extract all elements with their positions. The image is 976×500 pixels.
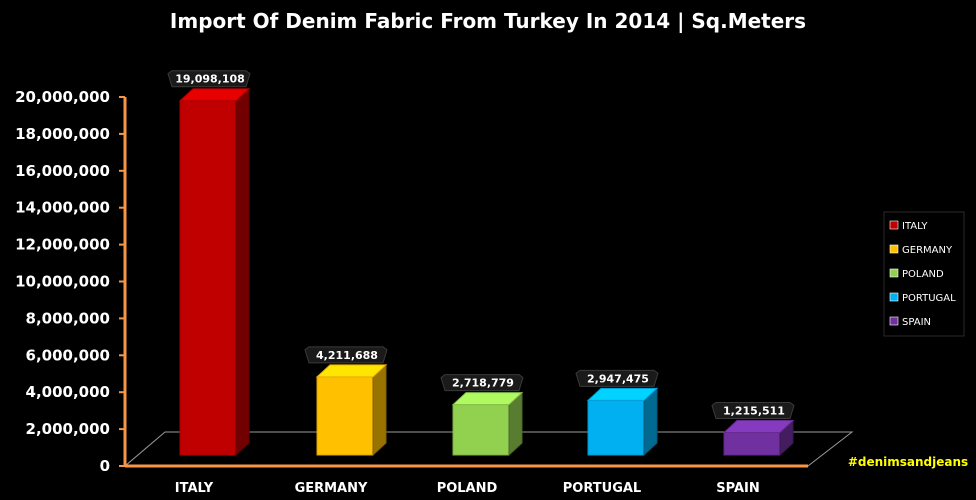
- y-tick-label: 4,000,000: [26, 383, 110, 401]
- legend-entry-germany: GERMANY: [889, 244, 953, 256]
- chart-title: Import Of Denim Fabric From Turkey In 20…: [170, 9, 806, 33]
- bar-top: [178, 88, 251, 102]
- y-tick-labels: 0 2,000,000 4,000,000 6,000,000 8,000,000 10,…: [15, 88, 110, 475]
- bar-top: [586, 387, 659, 401]
- x-tick-label: ITALY: [175, 481, 214, 496]
- y-tick-label: 0: [100, 457, 110, 475]
- data-label: 19,098,108: [167, 70, 251, 88]
- x-tick-label: SPAIN: [716, 481, 759, 496]
- data-label-text: 19,098,108: [175, 73, 245, 86]
- bar-front: [723, 431, 781, 456]
- y-tick-label: 14,000,000: [15, 199, 110, 217]
- data-label-text: 2,947,475: [587, 372, 649, 385]
- bar-germany: [315, 363, 388, 457]
- legend-swatch: [889, 316, 899, 326]
- legend-entry-poland: POLAND: [889, 268, 944, 280]
- data-labels: 19,098,108 4,211,688 2,718,779 2,947,475 1,2…: [167, 70, 795, 419]
- y-tick-label: 18,000,000: [15, 125, 110, 143]
- data-label-box: [711, 401, 795, 419]
- bar-side: [235, 87, 250, 457]
- x-tick-label: PORTUGAL: [563, 481, 641, 496]
- legend-entry-portugal: PORTUGAL: [889, 292, 956, 304]
- bar-poland: [451, 391, 524, 457]
- x-tick-label: POLAND: [437, 481, 498, 496]
- bar-top: [722, 419, 795, 433]
- y-tick-label: 8,000,000: [26, 309, 110, 327]
- data-label-box: [575, 369, 659, 387]
- bar-front: [316, 376, 374, 456]
- data-label: 1,215,511: [711, 401, 795, 419]
- bar-front: [452, 404, 510, 456]
- y-tick-label: 6,000,000: [26, 346, 110, 364]
- y-axis: [119, 96, 127, 467]
- bar-top: [451, 392, 524, 406]
- bar-side: [372, 363, 387, 457]
- legend-entry-spain: SPAIN: [889, 316, 931, 328]
- legend-label: GERMANY: [902, 245, 953, 256]
- legend: ITALY GERMANY POLAND PORTUGAL SPAIN: [883, 211, 965, 337]
- data-label-box: [440, 374, 524, 392]
- watermark: #denimsandjeans: [848, 455, 968, 469]
- bar-top: [315, 364, 388, 378]
- bar-portugal: [586, 387, 659, 457]
- bar-front: [179, 100, 237, 456]
- legend-swatch: [889, 244, 899, 254]
- data-label-box: [304, 346, 388, 364]
- x-tick-labels: ITALY GERMANY POLAND PORTUGAL SPAIN: [175, 481, 760, 496]
- data-label-text: 2,718,779: [452, 377, 514, 390]
- y-tick-label: 16,000,000: [15, 162, 110, 180]
- bar-spain: [722, 419, 795, 457]
- legend-label: POLAND: [902, 269, 944, 280]
- bar-front: [587, 399, 645, 456]
- data-label: 4,211,688: [304, 346, 388, 364]
- bar-italy: [178, 87, 251, 457]
- y-tick-label: 20,000,000: [15, 88, 110, 106]
- legend-swatch: [889, 292, 899, 302]
- legend-swatch: [889, 220, 899, 230]
- y-tick-label: 2,000,000: [26, 420, 110, 438]
- data-label-text: 4,211,688: [316, 349, 378, 362]
- y-tick-label: 12,000,000: [15, 236, 110, 254]
- legend-label: SPAIN: [902, 317, 931, 328]
- legend-swatch: [889, 268, 899, 278]
- legend-label: ITALY: [902, 221, 928, 232]
- y-tick-label: 10,000,000: [15, 273, 110, 291]
- data-label: 2,947,475: [575, 369, 659, 387]
- bars: [178, 87, 795, 457]
- legend-label: PORTUGAL: [902, 293, 956, 304]
- data-label: 2,718,779: [440, 374, 524, 392]
- legend-entry-italy: ITALY: [889, 220, 928, 232]
- x-tick-label: GERMANY: [295, 481, 368, 496]
- data-label-text: 1,215,511: [723, 404, 785, 417]
- data-label-box: [167, 70, 251, 88]
